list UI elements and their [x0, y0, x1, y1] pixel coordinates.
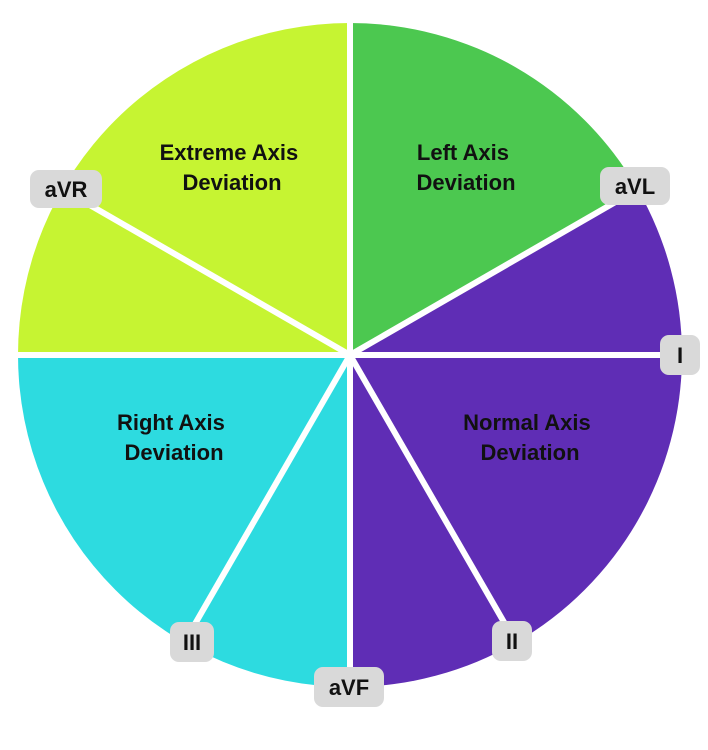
left-axis-line2: Deviation [416, 170, 515, 195]
right-axis-line2: Deviation [124, 440, 223, 465]
lead-ii: II [492, 621, 532, 661]
normal-axis-label: Normal Axis Deviation [463, 410, 597, 465]
lead-ii-label: II [506, 629, 518, 654]
divider-avl [348, 186, 640, 358]
lead-avf: aVF [314, 667, 384, 707]
lead-iii: III [170, 622, 214, 662]
divider-avr [60, 186, 352, 358]
lead-avl-label: aVL [615, 174, 655, 199]
lead-i-label: I [677, 343, 683, 368]
left-axis-line1: Left Axis [417, 140, 509, 165]
lead-avf-label: aVF [329, 675, 369, 700]
extreme-axis-line2: Deviation [182, 170, 281, 195]
extreme-axis-line1: Extreme Axis [160, 140, 299, 165]
divider-ii [347, 353, 519, 645]
lead-avl: aVL [600, 167, 670, 205]
divider-lines [15, 20, 685, 690]
normal-axis-sector [350, 189, 682, 687]
normal-axis-line2: Deviation [480, 440, 579, 465]
lead-i: I [660, 335, 700, 375]
extreme-axis-label: Extreme Axis Deviation [160, 140, 305, 195]
right-axis-line1: Right Axis [117, 410, 225, 435]
lead-avr-label: aVR [45, 177, 88, 202]
left-axis-label: Left Axis Deviation [416, 140, 515, 195]
right-axis-sector [18, 355, 350, 687]
left-axis-sector [350, 23, 638, 355]
divider-iii [181, 353, 353, 645]
lead-iii-label: III [183, 630, 201, 655]
extreme-axis-sector [18, 23, 350, 355]
lead-avr: aVR [30, 170, 102, 208]
normal-axis-line1: Normal Axis [463, 410, 591, 435]
right-axis-label: Right Axis Deviation [117, 410, 231, 465]
